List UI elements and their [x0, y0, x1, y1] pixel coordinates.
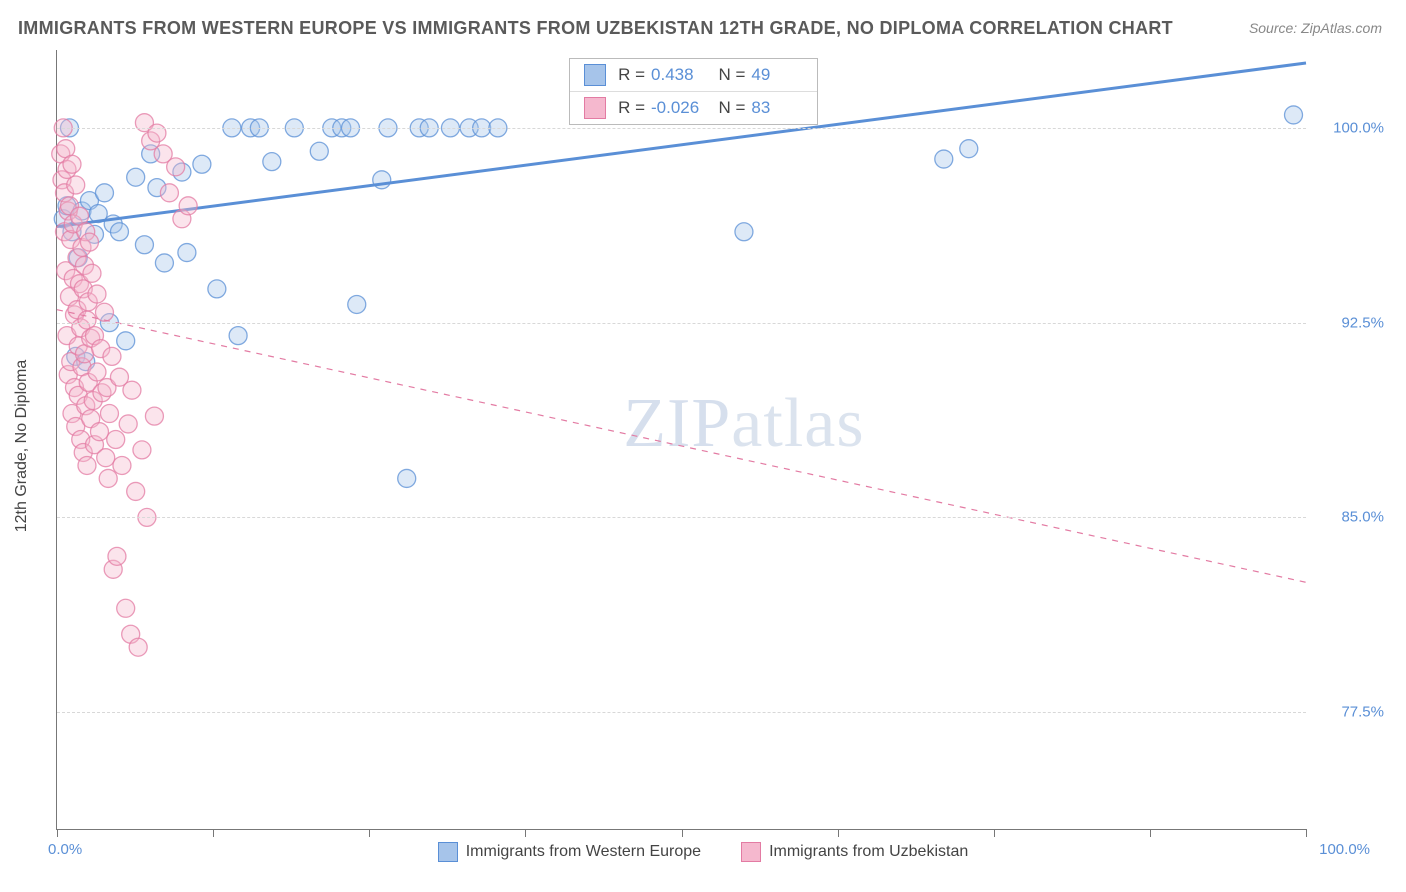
data-point [348, 295, 366, 313]
data-point [145, 407, 163, 425]
data-point [103, 347, 121, 365]
chart-title: IMMIGRANTS FROM WESTERN EUROPE VS IMMIGR… [18, 18, 1173, 39]
y-tick-label: 100.0% [1333, 119, 1384, 136]
data-point [107, 431, 125, 449]
stats-swatch [584, 64, 606, 86]
stats-r-label: R = [618, 98, 645, 118]
stats-legend-box: R = 0.438 N = 49 R = -0.026 N = 83 [569, 58, 818, 125]
data-point [99, 469, 117, 487]
data-point [110, 223, 128, 241]
data-point [127, 168, 145, 186]
data-point [1285, 106, 1303, 124]
gridline-horizontal [57, 517, 1306, 518]
x-tick [213, 829, 214, 837]
data-point [208, 280, 226, 298]
data-point [398, 469, 416, 487]
data-point [83, 264, 101, 282]
stats-r-label: R = [618, 65, 645, 85]
data-point [90, 423, 108, 441]
x-tick [994, 829, 995, 837]
legend-item: Immigrants from Western Europe [438, 842, 701, 862]
data-point [80, 233, 98, 251]
data-point [735, 223, 753, 241]
data-point [113, 456, 131, 474]
data-point [63, 155, 81, 173]
legend-label: Immigrants from Uzbekistan [769, 843, 968, 861]
data-point [95, 303, 113, 321]
x-tick [1306, 829, 1307, 837]
x-tick [838, 829, 839, 837]
gridline-horizontal [57, 128, 1306, 129]
data-point [179, 197, 197, 215]
x-tick [525, 829, 526, 837]
stats-n-value: 83 [751, 98, 803, 118]
data-point [117, 332, 135, 350]
x-tick [369, 829, 370, 837]
x-tick [57, 829, 58, 837]
data-point [129, 638, 147, 656]
legend-swatch [438, 842, 458, 862]
data-point [155, 254, 173, 272]
x-tick [1150, 829, 1151, 837]
plot-area: ZIPatlas R =0.438 N =49R =-0.026 N =83 7… [56, 50, 1306, 830]
data-point [127, 482, 145, 500]
data-point [95, 184, 113, 202]
data-point [133, 441, 151, 459]
chart-container: IMMIGRANTS FROM WESTERN EUROPE VS IMMIGR… [0, 0, 1406, 892]
data-point [167, 158, 185, 176]
stats-n-label: N = [709, 98, 745, 118]
regression-line [57, 310, 1306, 583]
stats-n-label: N = [709, 65, 745, 85]
data-point [88, 285, 106, 303]
source-attribution: Source: ZipAtlas.com [1249, 20, 1382, 36]
data-point [78, 456, 96, 474]
y-tick-label: 92.5% [1341, 314, 1384, 331]
data-point [960, 140, 978, 158]
data-point [160, 184, 178, 202]
data-point [97, 449, 115, 467]
data-point [310, 142, 328, 160]
y-tick-label: 85.0% [1341, 509, 1384, 526]
stats-n-value: 49 [751, 65, 803, 85]
legend-swatch [741, 842, 761, 862]
data-point [67, 176, 85, 194]
stats-row: R = 0.438 N = 49 [570, 59, 817, 92]
gridline-horizontal [57, 323, 1306, 324]
y-axis-title: 12th Grade, No Diploma [13, 360, 31, 533]
data-point [108, 547, 126, 565]
data-point [229, 327, 247, 345]
data-point [88, 363, 106, 381]
data-point [135, 236, 153, 254]
data-point [100, 405, 118, 423]
stats-row: R = -0.026 N = 83 [570, 92, 817, 124]
stats-swatch [584, 97, 606, 119]
data-point [193, 155, 211, 173]
data-point [178, 244, 196, 262]
bottom-legend: Immigrants from Western Europe Immigrants… [0, 842, 1406, 862]
data-point [935, 150, 953, 168]
legend-item: Immigrants from Uzbekistan [741, 842, 968, 862]
stats-r-value: -0.026 [651, 98, 703, 118]
stats-r-value: 0.438 [651, 65, 703, 85]
legend-label: Immigrants from Western Europe [466, 843, 701, 861]
data-point [148, 124, 166, 142]
x-tick [682, 829, 683, 837]
gridline-horizontal [57, 712, 1306, 713]
data-point [263, 153, 281, 171]
y-tick-label: 77.5% [1341, 704, 1384, 721]
data-point [119, 415, 137, 433]
data-point [123, 381, 141, 399]
data-point [117, 599, 135, 617]
